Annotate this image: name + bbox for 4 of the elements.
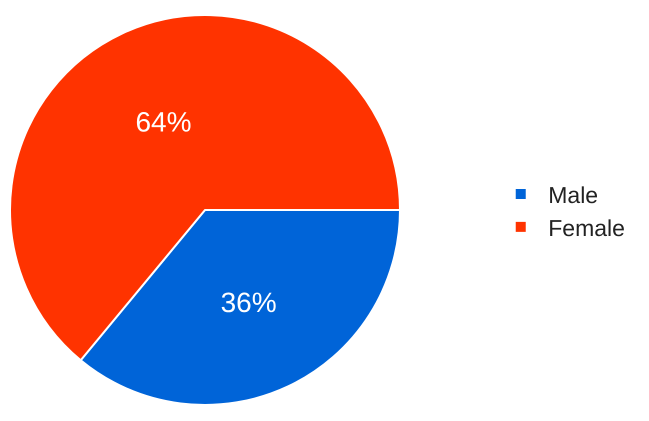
legend-label: Female bbox=[548, 214, 625, 241]
data-label: 64% bbox=[135, 106, 192, 138]
data-label: 36% bbox=[220, 287, 277, 318]
legend-label: Male bbox=[548, 182, 598, 208]
